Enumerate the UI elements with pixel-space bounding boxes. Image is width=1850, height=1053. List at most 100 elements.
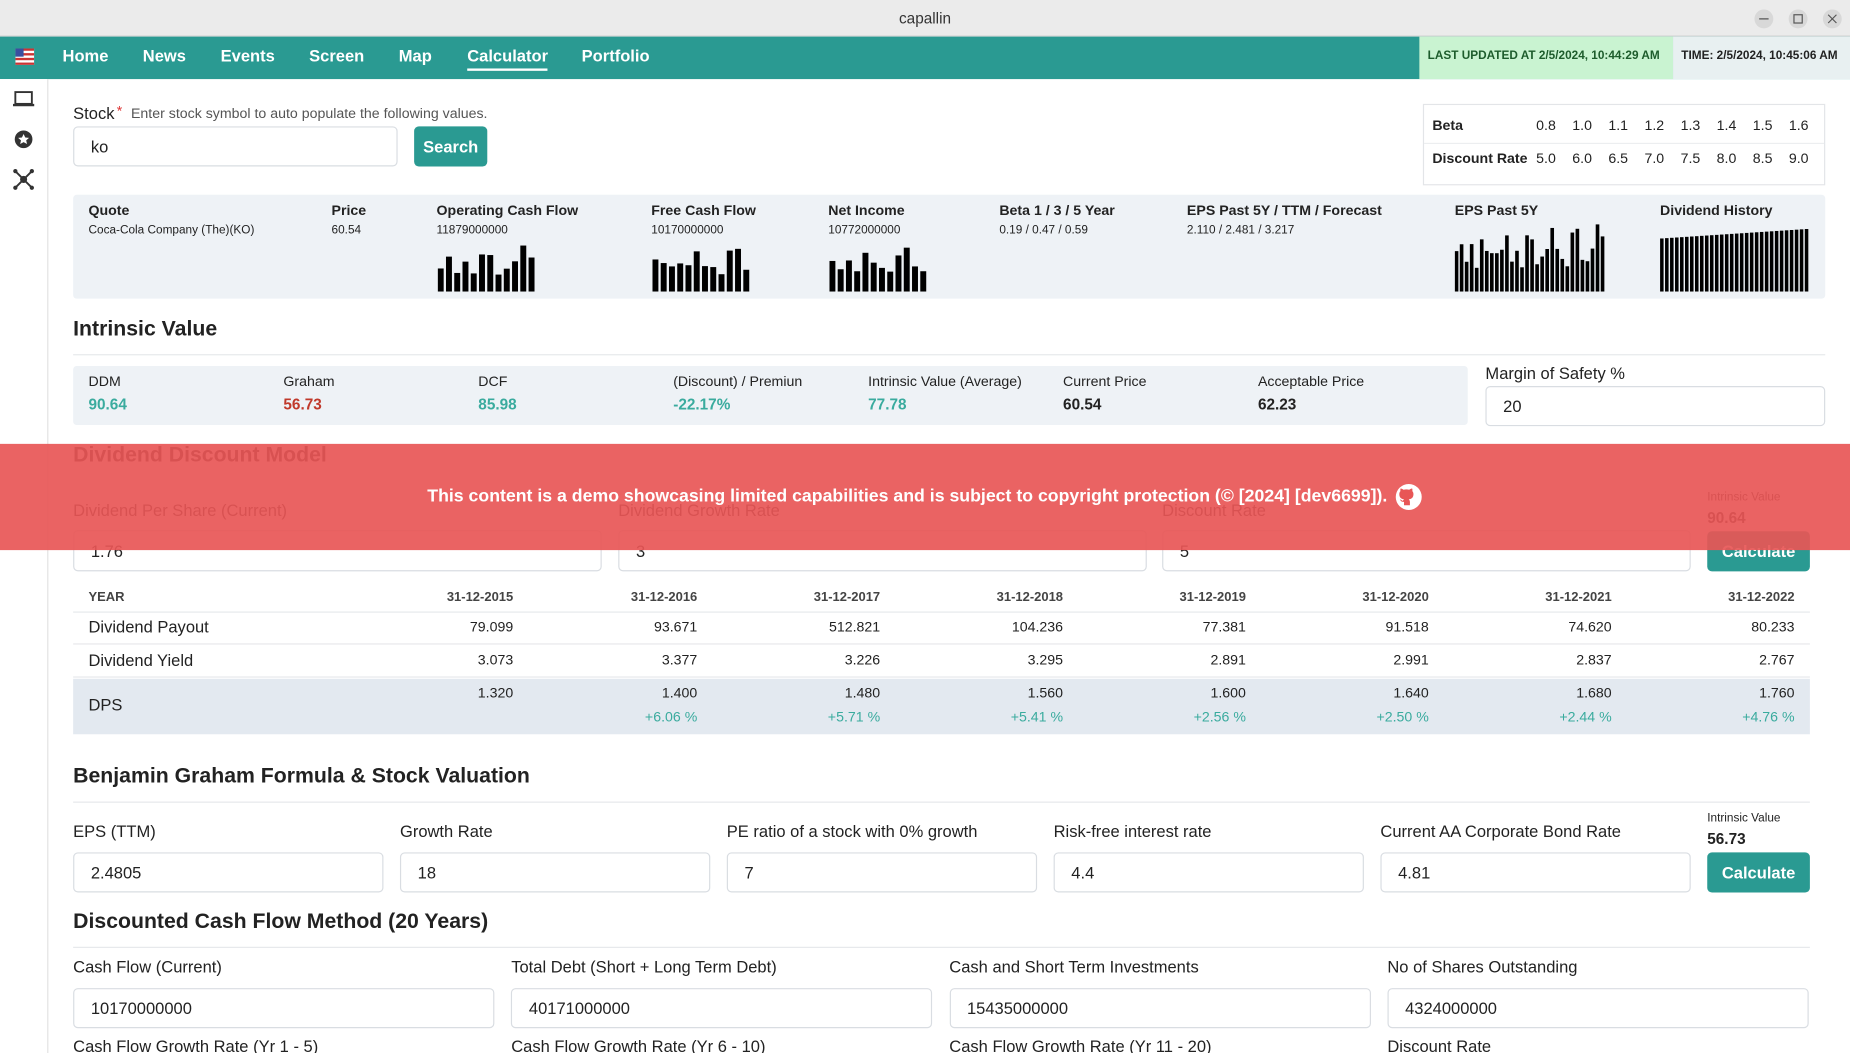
divider — [73, 946, 1810, 948]
metric-label: Current Price — [1063, 372, 1147, 390]
quote-label: Net Income — [828, 201, 905, 219]
field-label: Total Debt (Short + Long Term Debt) — [511, 956, 777, 976]
metric-value: 56.73 — [283, 395, 322, 414]
intrinsic-panel — [73, 365, 1468, 425]
banner-text: This content is a demo showcasing limite… — [0, 483, 1850, 511]
rate-value: 1.2 — [1644, 116, 1665, 134]
text-input[interactable]: 10170000000 — [73, 988, 495, 1029]
stock-hint: Enter stock symbol to auto populate the … — [130, 104, 488, 122]
cell: 1.600 — [1210, 684, 1246, 701]
growth-cell: +4.76 % — [1742, 708, 1795, 725]
cell: 2.837 — [1576, 651, 1612, 668]
text-input[interactable]: 7 — [726, 852, 1038, 893]
nav-item[interactable]: Calculator — [467, 46, 549, 72]
text-input[interactable]: 4324000000 — [1387, 988, 1809, 1029]
cell: 91.518 — [1385, 618, 1429, 635]
stock-input[interactable]: ko — [73, 126, 398, 167]
growth-cell: +2.50 % — [1376, 708, 1429, 725]
table-header: 31-12-2021 — [1545, 590, 1612, 605]
metric-label: Graham — [283, 372, 335, 390]
text-input[interactable]: 18 — [399, 852, 711, 893]
metric-value: 77.78 — [868, 395, 907, 414]
cell: 1.560 — [1027, 684, 1064, 701]
metric-value: 60.54 — [1063, 395, 1102, 414]
cell: 104.236 — [1011, 618, 1064, 635]
cell: 1.480 — [844, 684, 881, 701]
text-input[interactable]: 4.81 — [1380, 852, 1691, 893]
rate-value: 6.0 — [1572, 149, 1592, 167]
metric-label: DDM — [88, 372, 121, 390]
cell: 2.991 — [1393, 651, 1429, 668]
rate-value: 9.0 — [1788, 149, 1809, 167]
text-input[interactable]: 15435000000 — [949, 988, 1371, 1029]
nav-item[interactable]: Home — [62, 45, 109, 65]
metric-value: 90.64 — [88, 395, 127, 414]
divider — [1424, 142, 1825, 145]
field-label: Discount Rate — [1387, 1035, 1492, 1053]
row-label: DPS — [88, 694, 123, 714]
section-title: Intrinsic Value — [73, 316, 218, 341]
nav-item[interactable]: Events — [220, 45, 275, 65]
search-button[interactable]: Search — [414, 126, 488, 167]
rate-table — [1422, 103, 1826, 186]
sparkline — [1454, 224, 1605, 292]
field-label: Current AA Corporate Bond Rate — [1380, 821, 1622, 841]
monitor-icon[interactable] — [12, 91, 35, 107]
rate-value: 5.0 — [1536, 149, 1556, 167]
cell: 2.767 — [1759, 651, 1795, 668]
table-header: 31-12-2018 — [996, 590, 1064, 605]
quote-label: Beta 1 / 3 / 5 Year — [999, 201, 1115, 219]
growth-cell: +6.06 % — [644, 708, 698, 725]
metric-value: -22.17% — [673, 395, 731, 414]
calculate-button[interactable]: Calculate — [1707, 852, 1810, 893]
github-icon[interactable] — [1394, 483, 1422, 511]
table-header: 31-12-2019 — [1179, 590, 1246, 605]
result-label: Intrinsic Value — [1707, 812, 1781, 826]
row-label: Dividend Payout — [88, 616, 209, 636]
row-label: Dividend Yield — [88, 649, 194, 669]
cell: 512.821 — [828, 618, 881, 635]
text-input[interactable]: 4.4 — [1053, 852, 1364, 893]
field-label: EPS (TTM) — [73, 821, 156, 841]
rate-value: 8.0 — [1716, 149, 1737, 167]
quote-label: Quote — [88, 201, 130, 219]
maximize-button[interactable] — [1788, 9, 1808, 29]
section-title: Discounted Cash Flow Method (20 Years) — [73, 909, 489, 933]
metric-label: (Discount) / Premiun — [673, 372, 803, 390]
sparkline — [829, 247, 927, 292]
quote-label: EPS Past 5Y — [1454, 201, 1539, 219]
metric-label: Intrinsic Value (Average) — [868, 372, 1022, 390]
time-text: TIME: 2/5/2024, 10:45:06 AM — [1681, 49, 1838, 63]
nav-item[interactable]: Map — [398, 45, 432, 65]
nav-item[interactable]: News — [142, 45, 186, 65]
rate-value: 7.0 — [1644, 149, 1665, 167]
star-icon[interactable] — [14, 130, 33, 149]
table-header: 31-12-2022 — [1728, 590, 1795, 605]
cell: 93.671 — [653, 618, 698, 635]
metric-value: 62.23 — [1257, 395, 1297, 414]
cell: 79.099 — [469, 618, 514, 635]
cell: 3.377 — [661, 651, 698, 668]
growth-cell: +5.71 % — [827, 708, 881, 725]
divider — [73, 354, 1826, 356]
cell: 74.620 — [1568, 618, 1612, 635]
field-label: PE ratio of a stock with 0% growth — [726, 821, 978, 841]
network-icon[interactable] — [13, 169, 34, 190]
nav-item[interactable]: Screen — [309, 45, 365, 65]
text-input[interactable]: 40171000000 — [511, 988, 933, 1029]
sparkline — [437, 245, 535, 292]
quote-label: Operating Cash Flow — [436, 201, 579, 219]
metric-label: DCF — [478, 372, 508, 390]
rate-value: 1.5 — [1752, 116, 1773, 134]
quote-label: Dividend History — [1660, 201, 1773, 219]
nav-item[interactable]: Portfolio — [581, 45, 650, 65]
field-label: Growth Rate — [399, 821, 493, 841]
divider — [73, 643, 1810, 645]
table-header: 31-12-2015 — [446, 590, 514, 605]
cell: 1.760 — [1759, 684, 1795, 701]
text-input[interactable]: 2.4805 — [73, 852, 384, 893]
flag-icon[interactable] — [15, 48, 35, 65]
margin-input[interactable]: 20 — [1485, 386, 1826, 427]
window-title: capallin — [898, 9, 952, 28]
